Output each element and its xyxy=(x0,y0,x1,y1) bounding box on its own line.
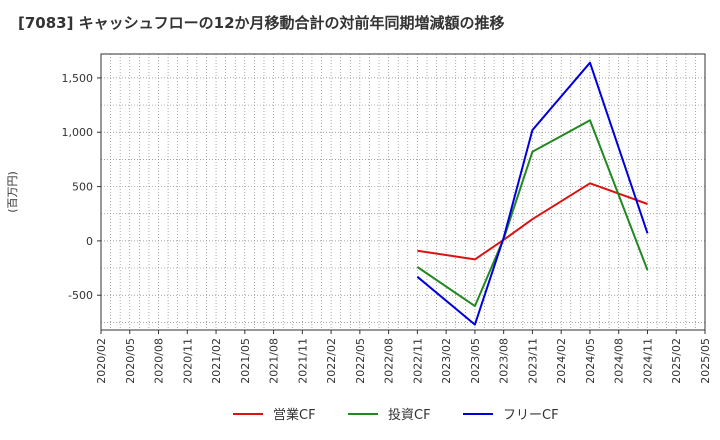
plot-border xyxy=(100,53,706,331)
y-axis-label: (百万円) xyxy=(6,171,19,213)
x-tick-label: 2024/11 xyxy=(641,338,654,384)
y-tick-label: 1,500 xyxy=(62,72,94,85)
x-tick-label: 2024/05 xyxy=(584,338,597,384)
series-line-2 xyxy=(416,119,649,308)
x-tick-label: 2023/08 xyxy=(498,338,511,384)
series-line-3 xyxy=(416,61,649,326)
y-tick-label: -500 xyxy=(68,289,93,302)
x-tick-label: 2024/02 xyxy=(555,338,568,384)
legend-label-1: 営業CF xyxy=(273,407,316,423)
x-tick-label: 2020/08 xyxy=(153,338,166,384)
x-tick-label: 2020/05 xyxy=(124,338,137,384)
x-tick-label: 2022/11 xyxy=(411,338,424,384)
legend-label-2: 投資CF xyxy=(388,407,431,423)
x-tick-label: 2025/02 xyxy=(670,338,683,384)
chart-title: [7083] キャッシュフローの12か月移動合計の対前年同期増減額の推移 xyxy=(18,14,505,32)
x-tick-label: 2023/11 xyxy=(526,338,539,384)
x-tick-label: 2021/02 xyxy=(210,338,223,384)
legend-label-3: フリーCF xyxy=(503,408,559,423)
x-tick-label: 2020/11 xyxy=(181,338,194,384)
y-tick-label: 0 xyxy=(86,235,93,248)
x-tick-label: 2020/02 xyxy=(95,338,108,384)
y-tick-label: 500 xyxy=(72,181,93,194)
legend-layer: 営業CF 投資CF フリーCF xyxy=(233,407,559,423)
x-tick-label: 2025/05 xyxy=(699,338,712,384)
grid-layer xyxy=(100,54,706,330)
x-tick-label: 2021/08 xyxy=(268,338,281,384)
x-tick-label: 2022/08 xyxy=(383,338,396,384)
x-tick-label: 2022/05 xyxy=(354,338,367,384)
x-tick-label: 2023/02 xyxy=(440,338,453,384)
x-tick-label: 2022/02 xyxy=(325,338,338,384)
plot-area xyxy=(101,54,705,330)
series-layer xyxy=(416,61,649,326)
y-tick-label: 1,000 xyxy=(62,126,94,139)
series-line-1 xyxy=(417,182,648,261)
x-tick-label: 2024/08 xyxy=(613,338,626,384)
x-tick-label: 2021/11 xyxy=(296,338,309,384)
x-tick-label: 2023/05 xyxy=(469,338,482,384)
x-tick-label: 2021/05 xyxy=(239,338,252,384)
axis-layer: -500 0 500 1,000 1,500 2020/02 2020/05 2020/08 2… xyxy=(6,53,712,384)
